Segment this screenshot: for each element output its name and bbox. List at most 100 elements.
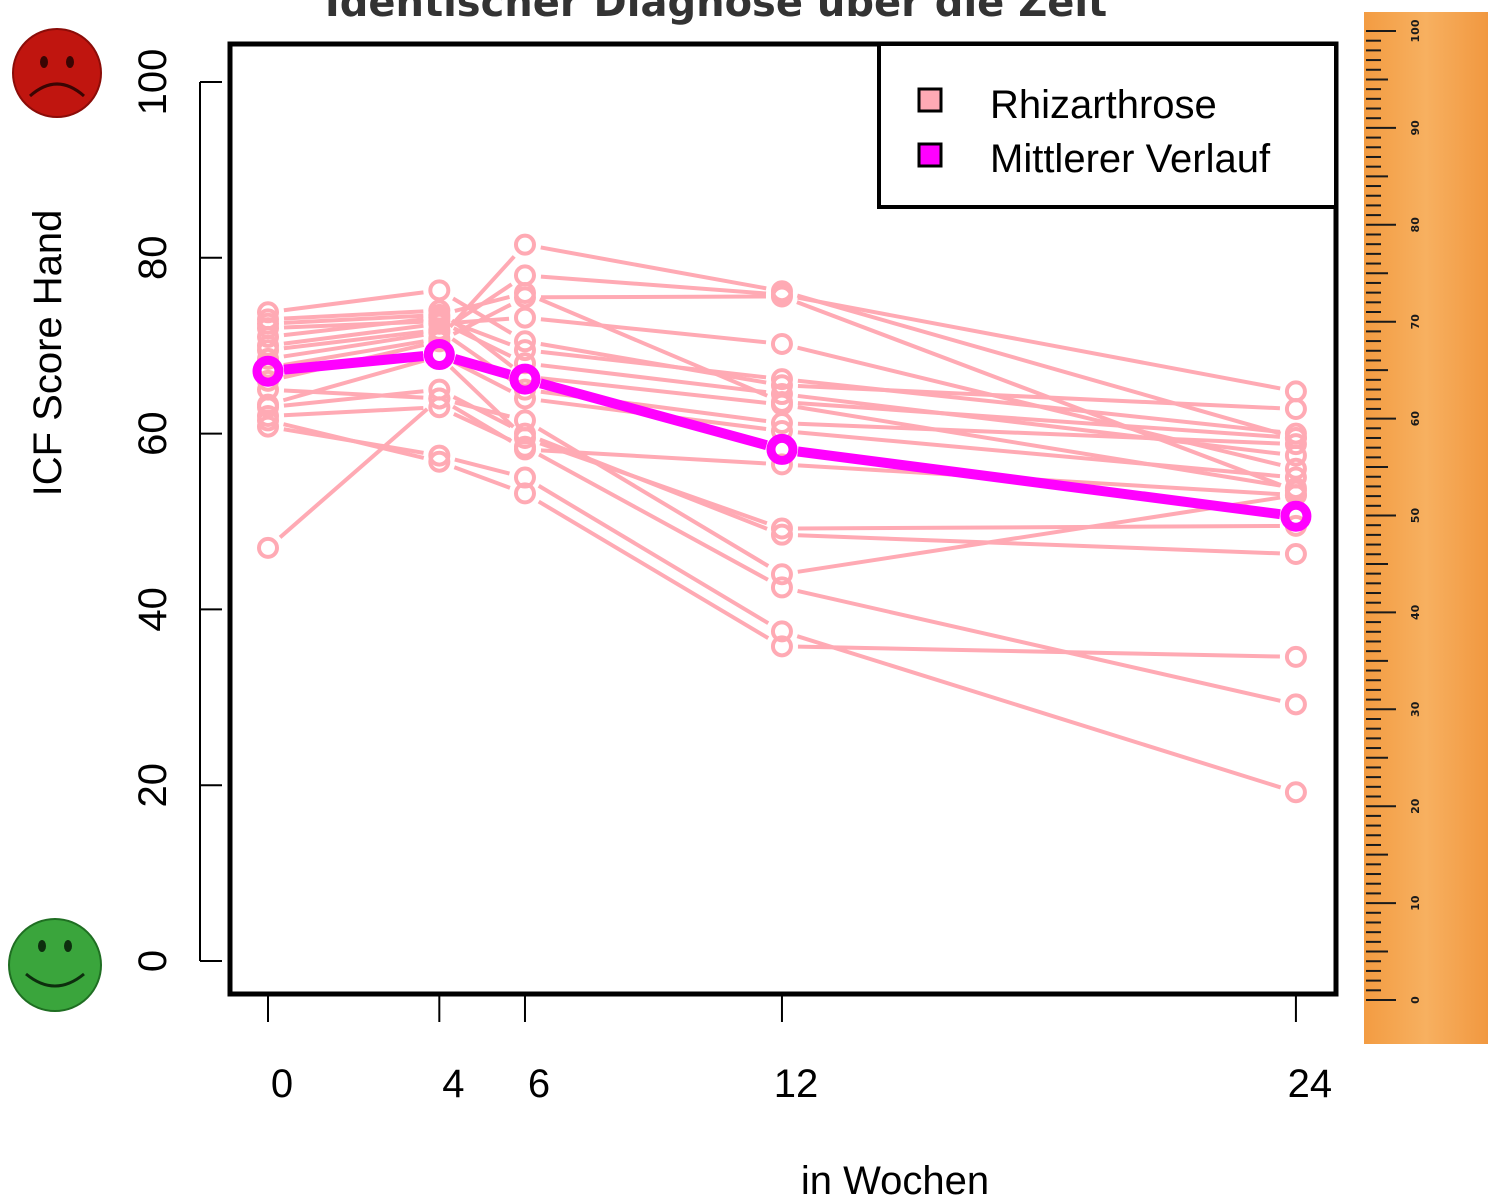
individual-data-point (428, 450, 451, 473)
ruler-number: 80 (1409, 217, 1422, 233)
mean-line-segment (283, 351, 424, 375)
x-tick-label: 4 (442, 1062, 464, 1106)
individual-line-segment (452, 404, 513, 443)
individual-line-segment (538, 297, 769, 398)
individual-data-point (513, 482, 536, 505)
x-axis: 0 4 6 12 24 (267, 996, 1332, 1106)
individual-data-point (1284, 380, 1307, 403)
individual-line-segment (283, 290, 424, 313)
individual-data-point (513, 438, 536, 461)
individual-line-segment (283, 309, 424, 321)
individual-data-point (770, 332, 793, 355)
mean-data-point (423, 338, 455, 370)
individual-line-segment (797, 533, 1281, 556)
x-axis-label: in Wochen (801, 1159, 989, 1203)
individual-line-segment (540, 376, 767, 405)
legend-label-rhizarthrose: Rhizarthrose (990, 83, 1217, 127)
individual-data-point (513, 264, 536, 287)
individual-line-segment (283, 319, 424, 330)
individual-data-point (513, 330, 536, 353)
legend-swatch-mean (917, 142, 943, 168)
individual-line-segment (283, 332, 424, 359)
individual-data-point (428, 318, 451, 341)
individual-line-segment (796, 634, 1282, 790)
individual-data-point (1284, 781, 1307, 804)
individual-line-segment (453, 465, 511, 490)
y-tick-label: 20 (131, 763, 175, 808)
y-tick-label: 80 (131, 236, 175, 281)
ruler-image: 0 10 20 30 40 50 60 70 80 90 100 (1364, 12, 1488, 1044)
individual-line-segment (540, 294, 766, 300)
individual-data-point (1284, 543, 1307, 566)
individual-data-point (513, 233, 536, 256)
individual-line-segment (454, 294, 510, 313)
mean-line-segment (453, 354, 511, 380)
individual-line-segment (797, 523, 1280, 531)
individual-line-segment (450, 318, 514, 369)
ruler-scale: 0 10 20 30 40 50 60 70 80 90 100 (1366, 19, 1422, 1004)
mean-data-point (1280, 500, 1312, 532)
individual-line-segment (540, 245, 767, 291)
individual-data-point (770, 576, 793, 599)
mean-line-segment (797, 446, 1281, 520)
individual-line-segment (797, 495, 1281, 574)
individual-data-point (257, 312, 279, 335)
individual-data-point (257, 393, 279, 416)
ruler-number: 30 (1409, 701, 1422, 717)
individual-line-segment (283, 388, 424, 400)
mean-series-group (252, 338, 1312, 532)
individual-line-segment (537, 484, 770, 625)
plot-frame (227, 41, 1339, 997)
individual-line-segment (797, 401, 1281, 439)
individual-line-segment (797, 644, 1280, 659)
individual-line-segment (797, 393, 1281, 456)
individual-line-segment (283, 406, 424, 418)
individual-data-point (770, 283, 793, 306)
individual-data-point (770, 453, 793, 476)
individual-line-segment (454, 457, 510, 476)
individual-line-segment (538, 452, 769, 582)
x-tick-label: 12 (774, 1062, 819, 1106)
individual-line-segment (797, 421, 1281, 446)
individual-line-segment (455, 316, 510, 325)
individual-line-segment (540, 317, 767, 345)
legend: Rhizarthrose Mittlerer Verlauf (877, 42, 1338, 209)
individual-data-point (513, 281, 536, 304)
individual-data-point (770, 635, 793, 658)
individual-data-point (513, 426, 536, 449)
individual-line-segment (448, 255, 516, 329)
individual-data-point (770, 620, 793, 643)
individual-line-segment (449, 365, 515, 429)
ruler-number: 40 (1409, 604, 1422, 620)
individual-line-segment (537, 499, 770, 640)
individual-line-segment (540, 448, 767, 466)
individual-line-segment (797, 430, 1281, 479)
individual-line-segment (452, 296, 513, 335)
y-tick-label: 60 (131, 411, 175, 456)
individual-line-segment (796, 300, 1282, 487)
individual-data-point (1284, 645, 1307, 668)
individual-line-segment (283, 313, 424, 325)
y-tick-label: 100 (131, 49, 175, 116)
individual-line-segment (797, 589, 1281, 703)
individual-data-point (1284, 477, 1307, 500)
ruler-number: 70 (1409, 314, 1422, 330)
chart-title: Identischer Diagnose über die Zeit (325, 0, 1107, 26)
individual-line-segment (540, 274, 767, 296)
individual-series-group (257, 233, 1307, 804)
x-tick-label: 6 (528, 1062, 550, 1106)
legend-box (877, 42, 1338, 209)
ruler-number: 10 (1409, 895, 1422, 911)
y-axis-label: ICF Score Hand (26, 210, 70, 497)
individual-line-segment (797, 295, 1281, 391)
y-tick-label: 40 (131, 587, 175, 632)
individual-line-segment (537, 426, 770, 568)
individual-data-point (1284, 693, 1307, 716)
individual-line-segment (796, 293, 1282, 436)
individual-data-point (770, 383, 793, 406)
ruler-number: 0 (1409, 996, 1422, 1004)
sad-face-icon (12, 28, 102, 118)
individual-line-segment (283, 329, 424, 351)
individual-data-point (770, 412, 793, 435)
y-axis: 0 20 40 60 80 100 (131, 49, 222, 972)
